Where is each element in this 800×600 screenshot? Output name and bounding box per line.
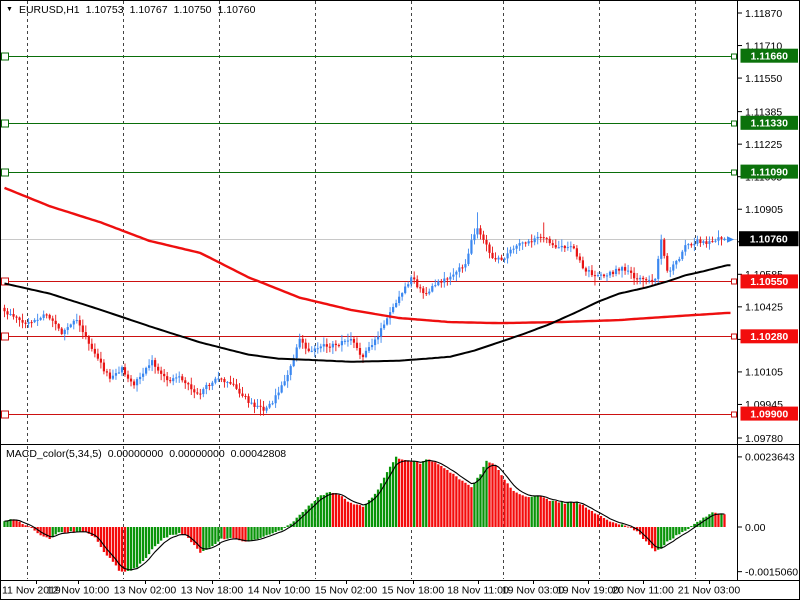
svg-text:1.09900: 1.09900 [750,408,788,420]
svg-text:13 Nov 18:00: 13 Nov 18:00 [181,585,244,597]
macd-signal-line [4,459,725,571]
svg-text:11 Nov 2019: 11 Nov 2019 [2,585,61,597]
svg-text:15 Nov 18:00: 15 Nov 18:00 [382,585,445,597]
chart-ohlc-header: ▼ EURUSD,H1 1.10753 1.10767 1.10750 1.10760 [6,4,256,16]
grid-lines [27,1,696,579]
ohlc-close: 1.10760 [217,4,256,16]
svg-text:1.10905: 1.10905 [745,204,783,216]
macd-value-2: 0.00000000 [169,448,225,460]
resistance-price-label [740,164,798,179]
resistance-price-label [740,48,798,63]
svg-text:1.11550: 1.11550 [745,73,782,85]
svg-text:1.11090: 1.11090 [751,166,789,178]
svg-text:1.10425: 1.10425 [745,302,783,314]
resistance-axis-handle [731,169,737,176]
svg-text:1.11870: 1.11870 [745,8,782,20]
symbol-dropdown-icon[interactable]: ▼ [6,6,13,13]
resistance-line-handle[interactable] [1,168,9,177]
svg-text:1.11385: 1.11385 [745,106,782,118]
svg-text:1.11330: 1.11330 [751,118,789,130]
svg-text:0.00: 0.00 [745,522,766,534]
svg-text:-0.0015060: -0.0015060 [745,566,798,578]
ohlc-open: 1.10753 [85,4,124,16]
svg-text:14 Nov 10:00: 14 Nov 10:00 [248,585,311,597]
svg-text:1.10760: 1.10760 [750,234,788,246]
macd-name: MACD_color(5,34,5) [6,448,102,460]
support-line-handle[interactable] [1,277,9,286]
support-axis-handle [731,278,737,285]
resistance-axis-handle [731,120,737,127]
resistance-price-label [740,115,798,130]
symbol-period: EURUSD,H1 [18,4,80,16]
macd-value-3: 0.00042808 [230,448,287,460]
svg-text:0.0023643: 0.0023643 [745,452,795,464]
price-axis-labels: 1.118701.117101.115501.113851.112251.110… [738,8,783,445]
svg-text:19 Nov 03:00: 19 Nov 03:00 [502,585,565,597]
candles-layer [3,212,726,416]
support-price-label [740,274,798,289]
resistance-line-handle[interactable] [1,119,9,128]
svg-text:13 Nov 02:00: 13 Nov 02:00 [114,585,177,597]
ohlc-high: 1.10767 [129,4,168,16]
resistance-axis-handle [731,53,737,60]
macd-header: MACD_color(5,34,5) 0.00000000 0.00000000 0.… [6,448,286,460]
resistance-line-handle[interactable] [1,52,9,61]
macd-axis-labels: 0.0023643 0.00 -0.0015060 [738,452,798,578]
ohlc-low: 1.10750 [173,4,212,16]
support-price-label [740,406,798,421]
ma-line-black [4,264,731,363]
svg-text:1.11660: 1.11660 [751,51,789,63]
svg-text:12 Nov 10:00: 12 Nov 10:00 [47,585,110,597]
svg-text:1.10105: 1.10105 [745,367,783,379]
svg-text:1.11225: 1.11225 [745,139,782,151]
support-axis-handle [731,333,737,340]
macd-histogram [3,456,726,572]
ma-line-red [4,186,731,325]
support-price-label [740,329,798,344]
svg-text:1.10550: 1.10550 [750,276,788,288]
svg-text:1.09780: 1.09780 [745,433,783,445]
support-line-handle[interactable] [1,410,9,419]
svg-text:19 Nov 19:00: 19 Nov 19:00 [557,585,620,597]
current-price-label [739,231,799,247]
svg-text:15 Nov 02:00: 15 Nov 02:00 [315,585,378,597]
support-line-handle[interactable] [1,332,9,341]
svg-text:1.10280: 1.10280 [750,331,788,343]
svg-text:20 Nov 11:00: 20 Nov 11:00 [612,585,674,597]
support-axis-handle [731,411,737,418]
last-price-marker [727,236,734,243]
macd-value-1: 0.00000000 [107,448,164,460]
svg-text:21 Nov 03:00: 21 Nov 03:00 [678,585,741,597]
svg-text:18 Nov 11:00: 18 Nov 11:00 [447,585,509,597]
